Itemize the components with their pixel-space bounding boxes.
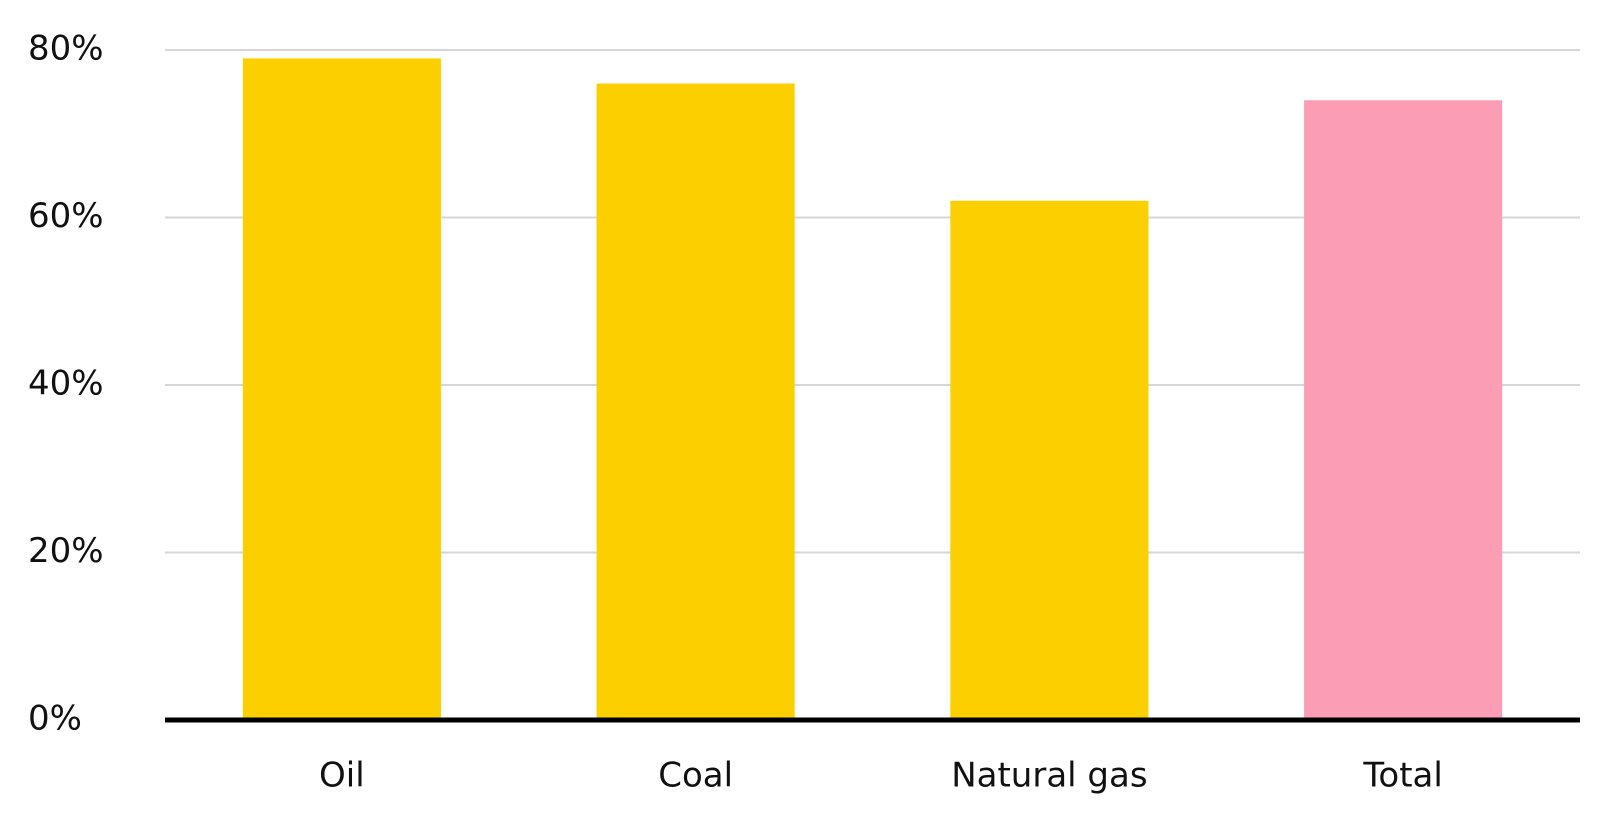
y-tick-label: 0% <box>28 699 82 739</box>
bar <box>596 83 795 720</box>
y-tick-label: 60% <box>28 196 104 236</box>
x-tick-label: Oil <box>319 756 365 796</box>
y-tick-label: 20% <box>28 531 104 571</box>
x-tick-label: Natural gas <box>951 756 1147 796</box>
y-tick-label: 80% <box>28 29 104 69</box>
x-tick-label: Total <box>1362 756 1442 796</box>
bar <box>1304 100 1503 720</box>
x-tick-label: Coal <box>658 756 733 796</box>
y-tick-label: 40% <box>28 364 104 404</box>
bar <box>242 58 441 720</box>
bar <box>950 200 1149 720</box>
